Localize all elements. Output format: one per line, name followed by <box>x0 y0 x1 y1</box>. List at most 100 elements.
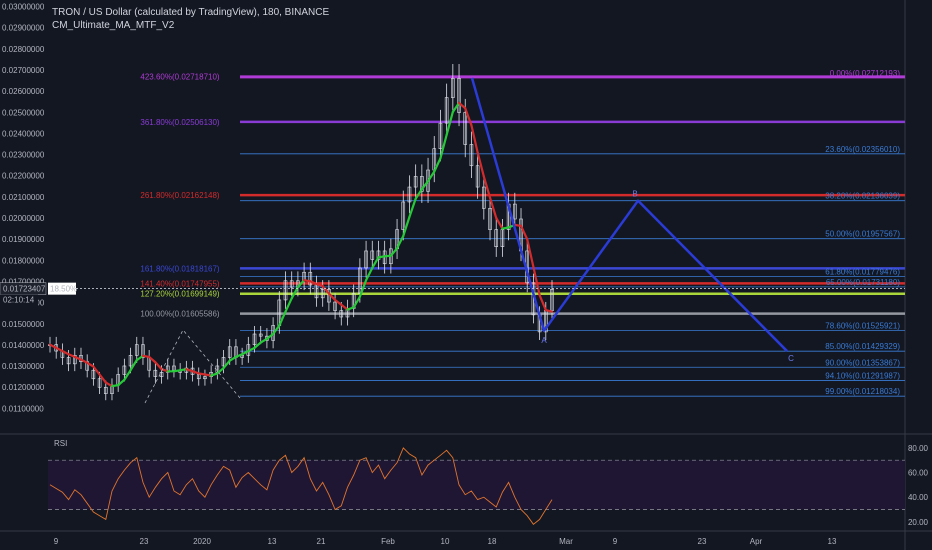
moving-average-segment <box>48 343 58 349</box>
rsi-axis-label: 40.00 <box>908 493 929 502</box>
price-tick-label: 0.02400000 <box>2 129 45 138</box>
moving-average-segment <box>408 197 417 218</box>
retracement-level-label: 85.00%(0.01429329) <box>825 342 900 351</box>
extension-level-label: 161.80%(0.01818167) <box>140 264 220 273</box>
price-candle-body <box>320 288 325 299</box>
moving-average-segment <box>321 284 330 295</box>
price-candle-body <box>227 346 232 358</box>
price-candle-body <box>438 122 443 150</box>
time-tick-label: 13 <box>268 537 277 546</box>
retracement-level-label: 94.10%(0.01291987) <box>825 371 900 380</box>
moving-average-segment <box>296 279 306 289</box>
time-tick-label: 18 <box>488 537 497 546</box>
moving-average-segment <box>414 188 423 200</box>
moving-average-segment <box>495 216 504 230</box>
moving-average-segment <box>451 101 461 114</box>
time-tick-label: 21 <box>317 537 326 546</box>
time-tick-label: 23 <box>698 537 707 546</box>
price-candle-body <box>258 333 263 337</box>
moving-average-segment <box>476 151 485 178</box>
moving-average-segment <box>79 358 89 364</box>
moving-average-segment <box>519 224 529 241</box>
rsi-axis-label: 60.00 <box>908 469 929 478</box>
time-tick-label: 9 <box>54 537 59 546</box>
moving-average-segment <box>234 353 244 359</box>
time-tick-label: Apr <box>750 537 763 546</box>
moving-average-segment <box>278 310 287 327</box>
extension-level-label: 361.80%(0.02506130) <box>140 118 220 127</box>
retracement-level-label: 0.00%(0.02712193) <box>830 69 901 78</box>
price-candle-body <box>364 250 368 269</box>
rsi-axis-label: 20.00 <box>908 518 929 527</box>
price-candle-body <box>482 186 486 209</box>
retracement-level-label: 23.60%(0.02356010) <box>825 145 900 154</box>
moving-average-segment <box>228 355 238 362</box>
time-tick-label: 9 <box>613 537 618 546</box>
rsi-axis-label: 80.00 <box>908 444 929 453</box>
retracement-level-label: 61.80%(0.01779476) <box>825 268 900 277</box>
price-candle-body <box>469 144 474 167</box>
moving-average-segment <box>327 292 337 302</box>
moving-average-segment <box>457 101 467 110</box>
moving-average-segment <box>290 286 300 300</box>
moving-average-segment <box>86 361 95 368</box>
moving-average-segment <box>253 341 262 349</box>
moving-average-segment <box>104 381 114 388</box>
moving-average-segment <box>488 196 498 220</box>
moving-average-segment <box>265 332 275 340</box>
price-candle-body <box>444 97 449 124</box>
moving-average-segment <box>123 369 132 381</box>
moving-average-segment <box>259 337 269 344</box>
price-tick-label: 0.01400000 <box>2 341 45 350</box>
price-candle-body <box>457 78 461 113</box>
price-series <box>48 63 554 401</box>
price-tick-label: 0.01200000 <box>2 383 45 392</box>
time-tick-label: Mar <box>559 537 573 546</box>
rsi-line <box>49 447 553 525</box>
moving-average-segment <box>247 346 256 353</box>
countdown-label: 02:10:14 <box>3 296 35 305</box>
time-tick-label: 10 <box>441 537 450 546</box>
extension-level-label: 423.60%(0.02718710) <box>140 73 220 82</box>
moving-average-segment <box>222 359 231 370</box>
price-candle-body <box>203 376 207 380</box>
price-candle-body <box>475 165 480 188</box>
percent-tag <box>48 282 76 295</box>
price-candle-body <box>420 176 424 192</box>
rsi-panel: RSI 80.00 60.00 40.00 20.00 <box>48 439 929 527</box>
price-candle-body <box>333 301 337 311</box>
price-tick-label: 0.01300000 <box>2 362 45 371</box>
pattern-point-label: B <box>632 190 637 199</box>
price-candle-body <box>283 280 288 301</box>
price-tick-label: 0.02900000 <box>2 24 45 33</box>
moving-average-segment <box>98 373 107 384</box>
price-candle-body <box>289 280 294 288</box>
price-candle-body <box>134 344 139 356</box>
moving-average-segment <box>445 110 454 136</box>
price-candle-body <box>153 369 158 377</box>
moving-average-segment <box>117 378 126 387</box>
countdown-tag <box>0 294 38 306</box>
retracement-level-label: 50.00%(0.01957567) <box>825 230 900 239</box>
pattern-point-label: A <box>541 336 547 345</box>
moving-average-segment <box>284 297 293 313</box>
moving-average-segment <box>92 365 101 376</box>
price-tick-label: 0.02500000 <box>2 108 45 117</box>
moving-average-segment <box>470 124 479 154</box>
percent-label: 18.50% <box>50 285 77 294</box>
moving-average-segment <box>272 324 281 336</box>
price-candle-body <box>413 176 418 188</box>
price-axis: 0.03000000 0.02900000 0.02800000 0.02700000… <box>0 3 905 413</box>
price-candle-body <box>66 357 71 365</box>
moving-average-segment <box>426 170 436 183</box>
moving-average-segment <box>216 367 225 375</box>
price-candle-body <box>463 112 468 145</box>
moving-average-segment <box>154 361 163 371</box>
price-candle-body <box>494 229 499 247</box>
moving-average-segment <box>402 215 411 238</box>
price-candle-body <box>513 203 517 220</box>
price-candle-body <box>221 357 226 367</box>
retracement-level-label: 65.00%(0.01731180) <box>826 278 900 287</box>
